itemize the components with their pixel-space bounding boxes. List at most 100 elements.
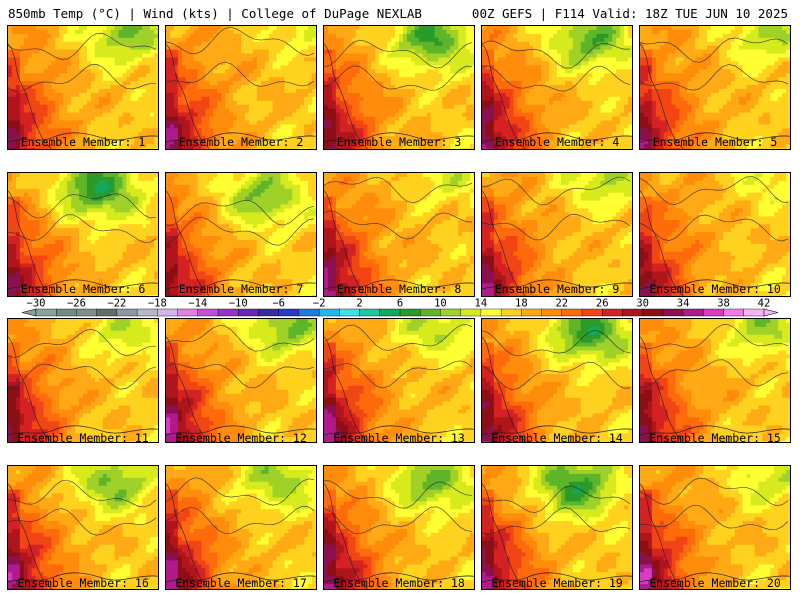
temperature-cell [351,120,356,125]
temperature-cell [209,37,214,43]
temperature-cell [371,144,376,149]
temperature-cell [758,26,763,31]
temperature-cell [114,65,119,70]
temperature-cell [79,29,84,35]
temperature-cell [138,26,143,31]
temperature-cell [166,57,171,62]
temperature-cell [359,128,364,133]
temperature-cell [600,88,605,94]
temperature-cell [485,49,491,54]
temperature-cell [142,29,147,35]
temperature-cell [501,65,507,70]
temperature-cell [312,124,316,129]
temperature-cell [308,26,313,31]
temperature-cell [331,132,337,137]
temperature-cell [233,77,238,82]
temperature-cell [134,53,139,58]
temperature-cell [118,65,123,70]
temperature-cell [430,69,435,74]
temperature-cell [383,120,388,125]
temperature-cell [146,65,151,70]
temperature-cell [173,120,179,125]
temperature-cell [23,41,29,47]
temperature-cell [173,57,179,62]
temperature-cell [248,92,254,98]
temperature-cell [327,96,333,102]
temperature-cell [620,33,625,39]
temperature-cell [300,65,305,70]
temperature-cell [193,77,198,82]
temperature-cell [399,140,404,145]
temperature-cell [446,61,451,66]
temperature-cell [564,61,570,66]
temperature-cell [106,73,112,78]
temperature-cell [241,57,246,62]
temperature-cell [142,49,147,54]
temperature-cell [557,124,562,129]
temperature-cell [134,140,139,145]
temperature-cell [335,53,341,58]
temperature-cell [205,73,210,78]
temperature-cell [489,33,495,39]
temperature-cell [256,81,262,86]
temperature-cell [572,41,578,47]
temperature-cell [367,77,372,82]
temperature-cell [8,77,13,82]
temperature-cell [79,53,84,58]
temperature-cell [553,65,558,70]
temperature-cell [497,61,503,66]
temperature-cell [560,53,566,58]
temperature-cell [529,128,534,133]
temperature-cell [553,148,558,149]
temperature-cell [280,108,285,113]
temperature-cell [387,61,392,66]
temperature-cell [233,148,238,149]
temperature-cell [359,116,364,121]
temperature-cell [335,29,341,35]
temperature-cell [418,104,424,110]
temperature-cell [146,33,151,39]
temperature-cell [189,136,195,141]
temperature-cell [268,144,273,149]
temperature-cell [233,104,238,110]
temperature-cell [620,61,625,66]
temperature-cell [142,108,147,113]
temperature-cell [197,148,202,149]
temperature-cell [482,81,487,86]
temperature-cell [154,37,158,43]
temperature-cell [86,85,92,90]
temperature-cell [47,112,52,117]
temperature-cell [497,96,503,102]
temperature-cell [485,116,491,121]
temperature-cell [27,77,33,82]
temperature-cell [379,65,384,70]
temperature-cell [47,140,52,145]
temperature-cell [379,61,384,66]
temperature-cell [71,112,76,117]
temperature-cell [31,85,37,90]
temperature-cell [154,96,158,102]
temperature-cell [296,65,301,70]
temperature-cell [339,124,345,129]
temperature-cell [71,88,76,94]
temperature-cell [458,124,463,129]
temperature-cell [612,33,617,39]
temperature-cell [414,148,420,149]
temperature-cell [292,81,297,86]
temperature-cell [434,104,439,110]
temperature-cell [438,112,443,117]
temperature-cell [576,116,582,121]
temperature-cell [181,69,187,74]
temperature-cell [209,81,214,86]
temperature-cell [324,104,329,110]
temperature-cell [260,45,266,51]
temperature-cell [35,65,40,70]
temperature-cell [493,49,499,54]
temperature-cell [229,45,234,51]
temperature-cell [43,88,48,94]
temperature-cell [177,57,183,62]
temperature-cell [513,104,518,110]
temperature-cell [485,26,491,31]
temperature-cell [371,65,376,70]
temperature-cell [391,104,396,110]
